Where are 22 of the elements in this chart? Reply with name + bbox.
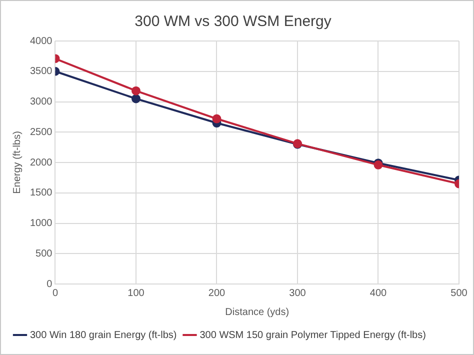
y-tick-label: 1500: [30, 188, 53, 199]
legend-label: 300 WSM 150 grain Polymer Tipped Energy (ft-lbs): [200, 330, 426, 341]
y-tick-label: 3500: [30, 66, 53, 78]
point: [212, 114, 222, 124]
y-axis-title: Energy (ft-lbs): [12, 131, 23, 194]
legend-label: 300 Win 180 grain Energy (ft-lbs): [30, 330, 177, 341]
y-tick-label: 0: [46, 278, 53, 290]
x-tick-label: 200: [208, 288, 226, 299]
y-tick-label: 500: [36, 248, 53, 260]
y-tick-label: 3000: [30, 96, 53, 108]
y-tick-label: 2500: [30, 126, 53, 138]
y-tick-label: 4000: [30, 36, 53, 47]
x-tick-label: 100: [128, 288, 145, 299]
x-tick-label: 300: [289, 288, 306, 299]
point: [131, 94, 140, 104]
point: [131, 86, 140, 96]
chart-title: 300 WM vs 300 WSM Energy: [134, 13, 332, 30]
y-tick-label: 2000: [30, 157, 53, 168]
x-tick-label: 500: [450, 288, 468, 299]
x-tick-label: 400: [370, 288, 388, 299]
x-axis-title: Distance (yds): [225, 306, 290, 318]
y-tick-label: 1000: [30, 218, 53, 229]
